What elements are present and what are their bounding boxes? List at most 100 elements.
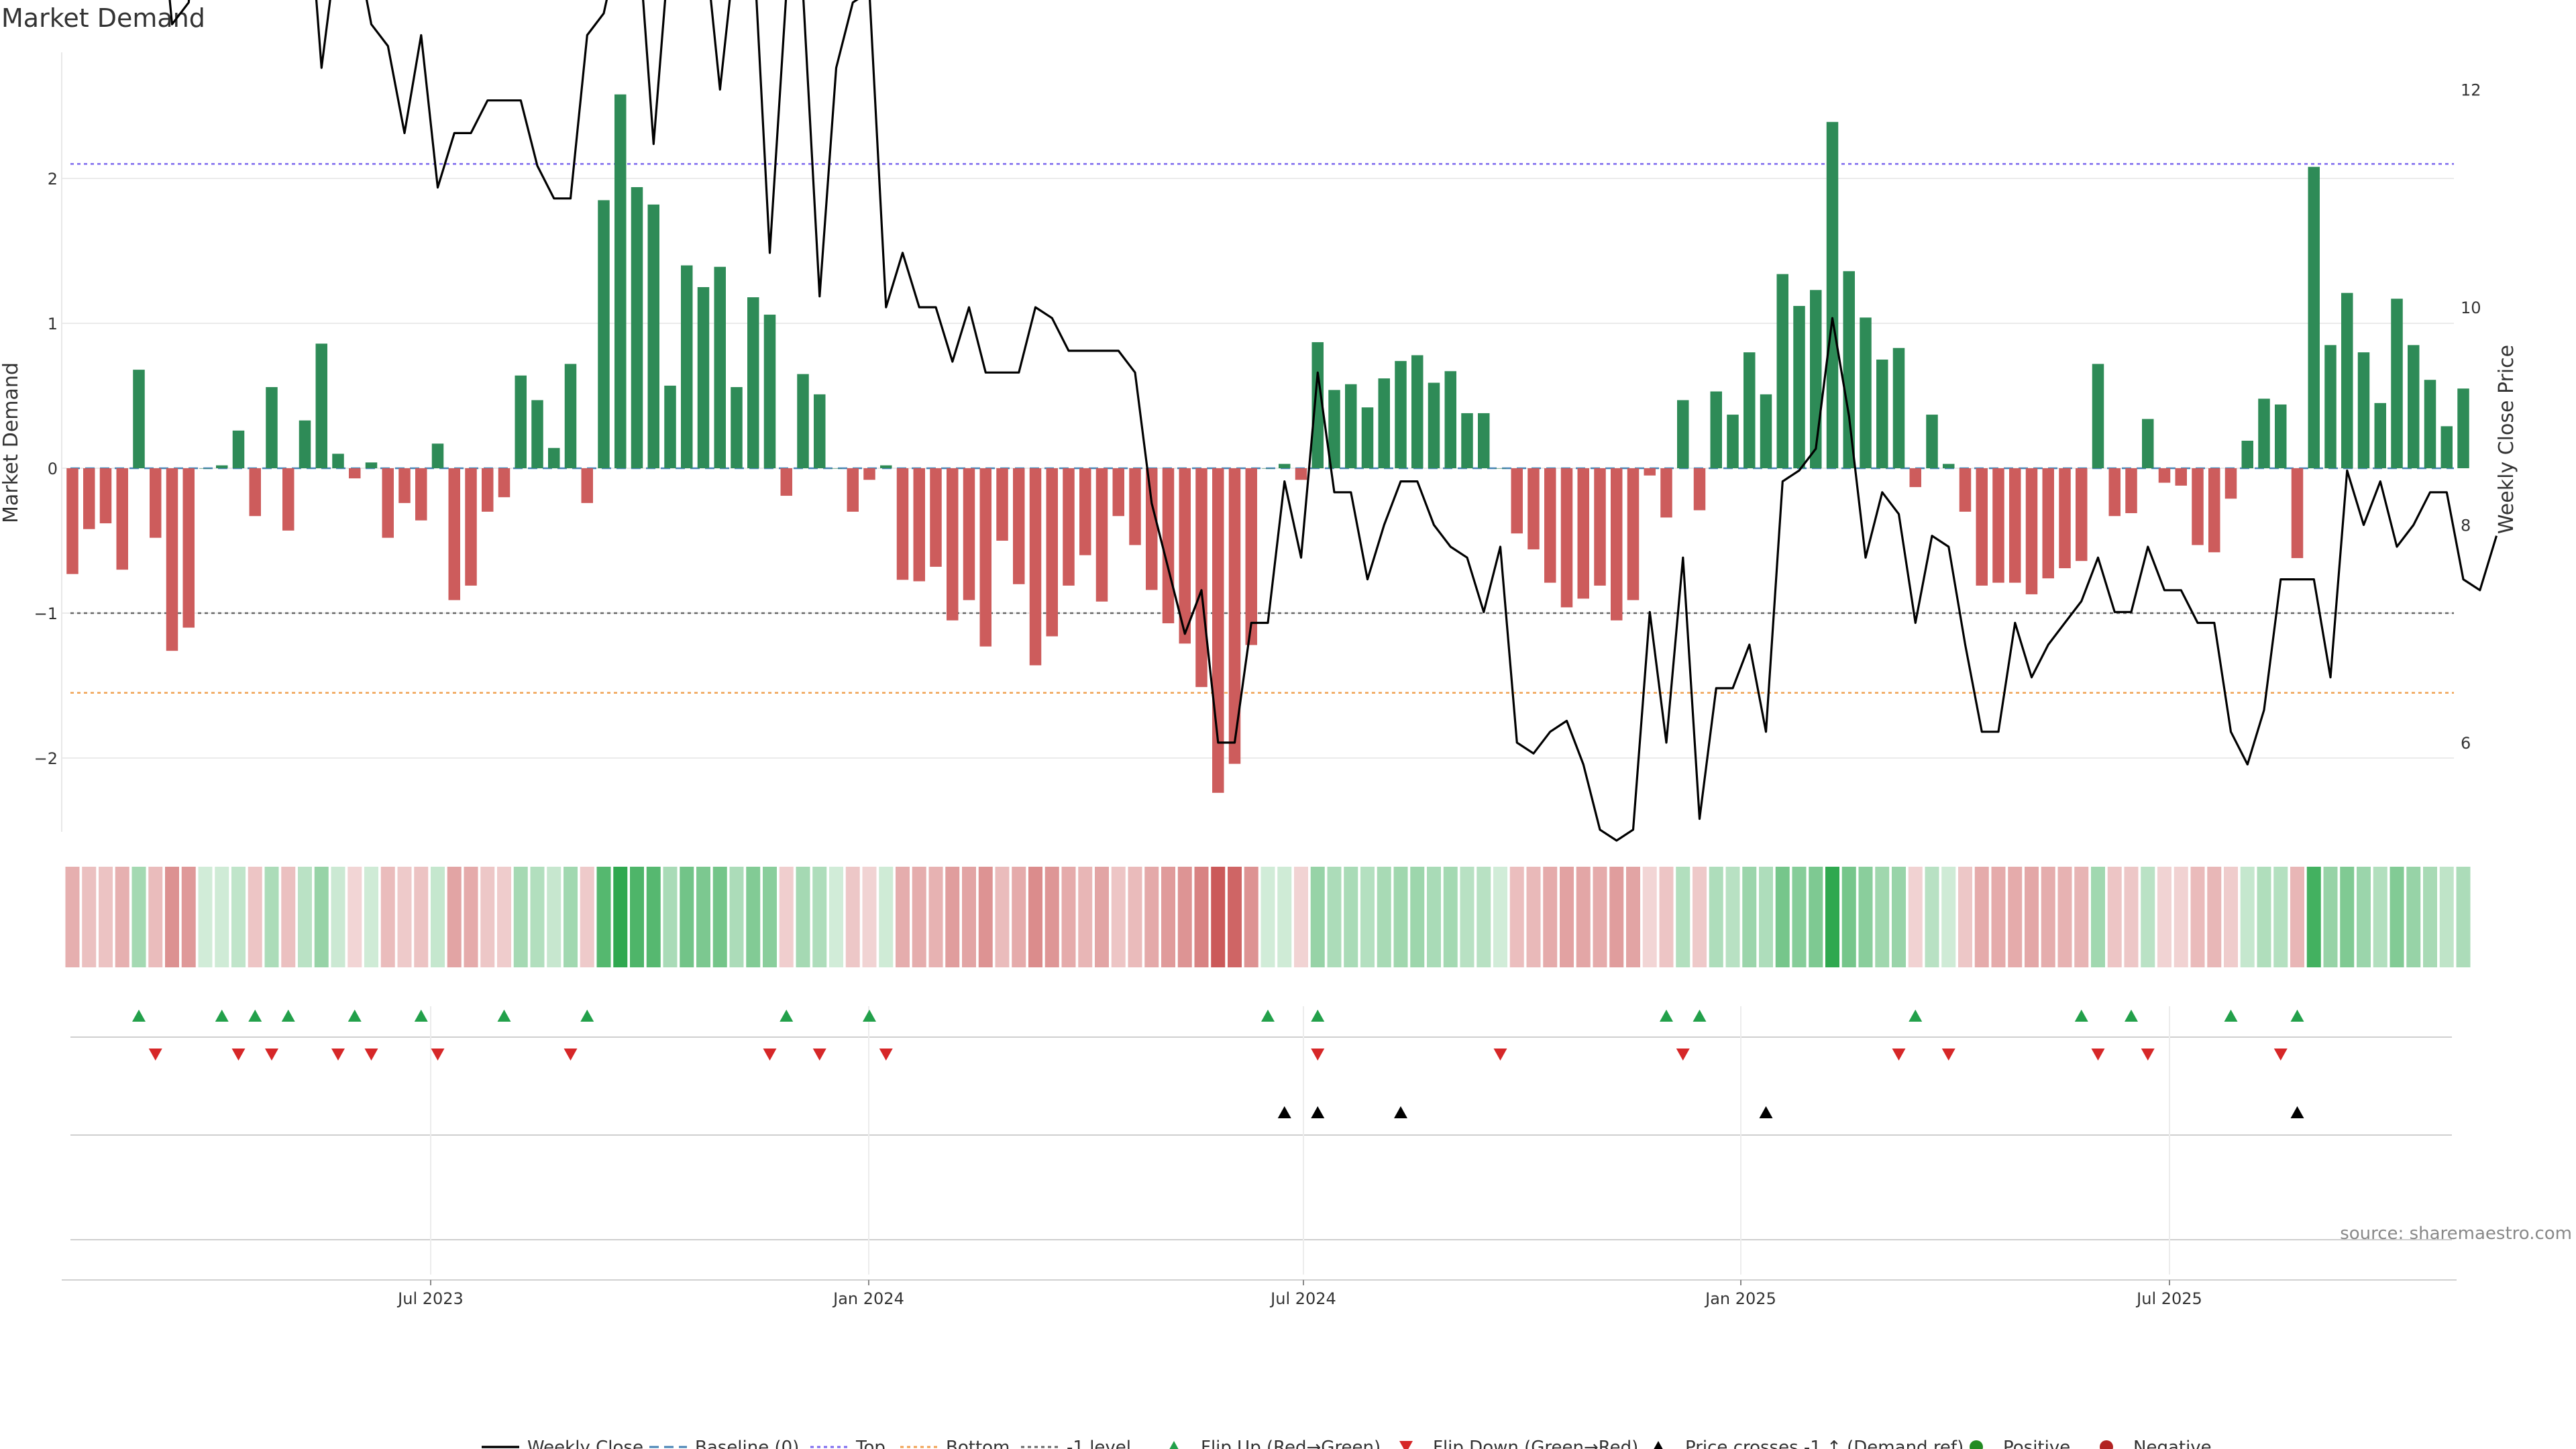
legend-marker [1169,1441,1179,1449]
heat-cell [1742,867,1757,967]
heat-cell [2340,867,2355,967]
heat-cell [564,867,578,967]
event-markers [70,1006,2452,1275]
demand-bar [2291,468,2304,558]
heat-cell [2107,867,2122,967]
right-axis-ticks: 181614121086 [2461,81,2481,753]
heat-cell [696,867,710,967]
demand-bar [2341,292,2353,468]
heat-cell [497,867,511,967]
left-axis-ticks: 2 1 0 −1 −2 [34,170,58,768]
demand-bars [66,94,2469,793]
flip-up-marker [580,1010,594,1022]
demand-bar [1577,468,1589,599]
heat-cell [1676,867,1690,967]
flip-up-marker [281,1010,295,1022]
heat-cell [2240,867,2255,967]
demand-bar [1976,468,1988,586]
flip-up-marker [347,1010,362,1022]
demand-bar [2192,468,2204,545]
heat-cell [314,867,329,967]
heat-cell [364,867,378,967]
demand-bar [1478,413,1490,468]
heat-cell [2174,867,2188,967]
heat-cell [1560,867,1574,967]
heat-cell [2357,867,2371,967]
demand-bar [996,468,1008,541]
flip-down-marker [2141,1049,2155,1061]
heat-cell [1377,867,1391,967]
demand-bar [1245,468,1257,645]
heat-cell [2207,867,2222,967]
demand-bar [299,420,311,468]
heat-cell [2124,867,2139,967]
legend-label: Negative [2133,1438,2212,1449]
demand-bar [1013,468,1025,584]
y2-tick-label: 8 [2461,517,2471,535]
demand-bar [315,343,327,468]
demand-bar [548,447,560,468]
heat-cell [1576,867,1591,967]
heat-cell [879,867,894,967]
heat-cell [613,867,628,967]
legend-label: Flip Up (Red→Green) [1201,1438,1381,1449]
y2-tick-label: 6 [2461,734,2471,753]
heat-cell [1958,867,1972,967]
flip-down-marker [812,1049,826,1061]
demand-bar [896,468,909,580]
demand-bar [614,94,627,469]
y-axis-label: Market Demand [0,362,23,523]
demand-bar [1444,371,1456,468]
demand-bar [2457,388,2469,468]
heat-cell [2224,867,2238,967]
heat-cell [1244,867,1258,967]
demand-bar [880,465,892,468]
heat-cell [1194,867,1209,967]
demand-bar [1627,468,1640,600]
flip-down-marker [265,1049,278,1061]
demand-bar [431,443,444,468]
demand-bar [465,468,477,586]
heat-cell [215,867,229,967]
demand-bar [66,468,78,574]
heat-cell [2306,867,2321,967]
demand-bar [1909,468,1921,488]
heat-cell [431,867,445,967]
heat-cell [1991,867,2006,967]
x-tick-label: Jan 2024 [832,1289,904,1308]
demand-bar [1710,391,1722,468]
flip-down-marker [364,1049,378,1061]
flip-up-marker [414,1010,428,1022]
demand-bar [963,468,975,600]
demand-bar [482,468,494,512]
demand-bar [1843,271,1855,468]
demand-bar [332,453,344,468]
heat-cell [1443,867,1458,967]
demand-bar [930,468,942,567]
heat-cell [2323,867,2338,967]
heat-cell [281,867,296,967]
demand-bar [797,374,809,468]
demand-bar [2440,426,2453,468]
demand-bar [1162,468,1175,624]
flip-down-marker [1941,1049,1955,1061]
legend-label: Price crosses -1 ↑ (Demand ref) [1685,1438,1964,1449]
demand-bar [1262,468,1274,469]
flip-up-marker [1261,1010,1275,1022]
heat-cell [796,867,810,967]
heat-cell [1360,867,1375,967]
heat-cell [65,867,80,967]
demand-bar [1195,468,1208,688]
demand-bar [1228,468,1241,764]
heat-cell [1393,867,1408,967]
heat-cell [712,867,727,967]
demand-bar [1876,360,1888,468]
flip-down-marker [879,1049,893,1061]
demand-bar [763,315,776,468]
demand-bar [1560,468,1573,608]
demand-bar [133,370,145,468]
heat-cell [1294,867,1308,967]
heat-cell [1809,867,1823,967]
heat-cell [2008,867,2023,967]
heat-cell [862,867,877,967]
